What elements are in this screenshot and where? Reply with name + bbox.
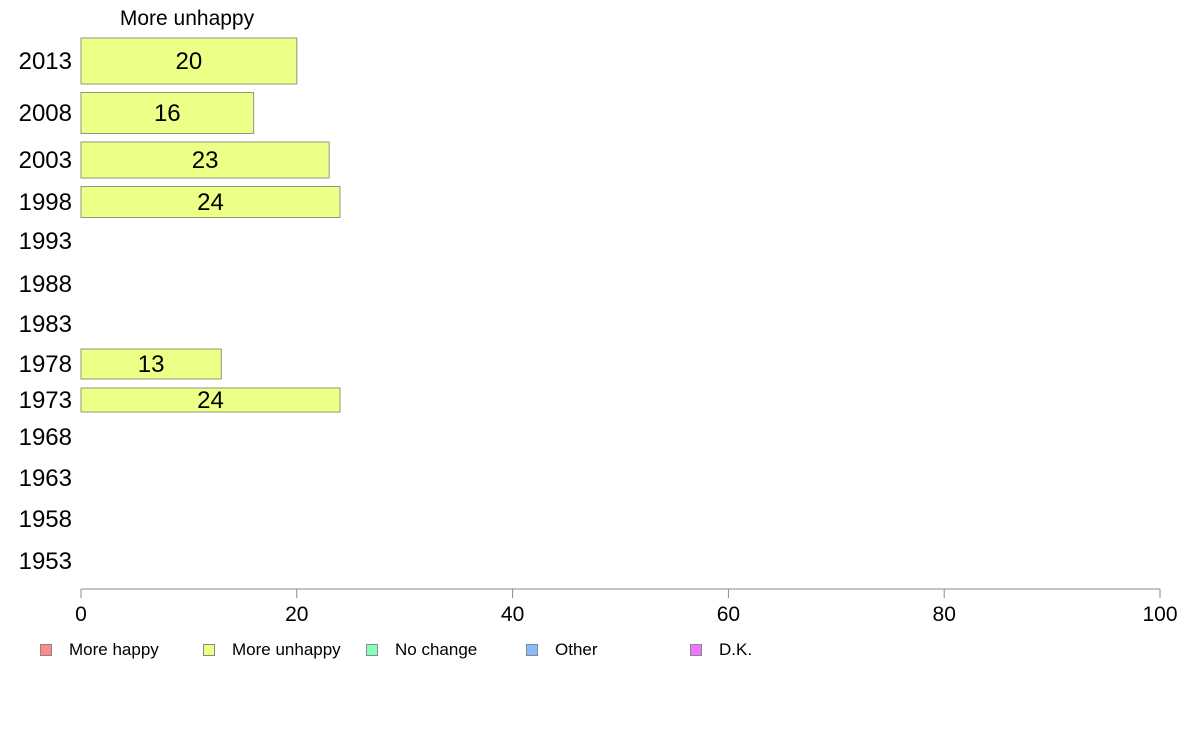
legend-swatch-3 bbox=[526, 644, 538, 656]
bar-value-label-1998: 24 bbox=[197, 189, 224, 216]
bar-1973 bbox=[80, 387, 341, 413]
year-label-1968: 1968 bbox=[19, 424, 72, 451]
legend-swatch-0 bbox=[40, 644, 52, 656]
bar-2003 bbox=[80, 141, 330, 179]
legend-item-4: D.K. bbox=[690, 640, 752, 660]
year-label-1963: 1963 bbox=[19, 465, 72, 492]
year-label-1978: 1978 bbox=[19, 351, 72, 378]
year-label-1958: 1958 bbox=[19, 506, 72, 533]
year-label-2003: 2003 bbox=[19, 147, 72, 174]
legend-item-1: More unhappy bbox=[203, 640, 341, 660]
legend-swatch-2 bbox=[366, 644, 378, 656]
bars-group: 20 16 23 24 13 24 bbox=[80, 37, 341, 414]
bar-1998 bbox=[80, 186, 341, 218]
bar-value-label-2008: 16 bbox=[154, 100, 181, 127]
legend-item-2: No change bbox=[366, 640, 477, 660]
bar-2008 bbox=[80, 92, 255, 134]
legend-label-4: D.K. bbox=[719, 640, 753, 659]
x-tick-label-20: 20 bbox=[285, 603, 308, 626]
bar-1978 bbox=[80, 348, 222, 380]
legend-swatch-4 bbox=[690, 644, 702, 656]
bar-value-label-1978: 13 bbox=[138, 351, 165, 378]
year-label-1953: 1953 bbox=[19, 548, 72, 575]
bar-chart: More unhappy 20 16 23 24 13 24 2013 2008 2003 19… bbox=[19, 7, 1178, 626]
legend-swatch-1 bbox=[203, 644, 215, 656]
year-label-2013: 2013 bbox=[19, 48, 72, 75]
x-tick-label-60: 60 bbox=[717, 603, 740, 626]
legend-label-3: Other bbox=[555, 640, 598, 659]
year-label-1983: 1983 bbox=[19, 311, 72, 338]
year-label-1993: 1993 bbox=[19, 228, 72, 255]
year-label-1988: 1988 bbox=[19, 271, 72, 298]
bar-value-label-2003: 23 bbox=[192, 147, 219, 174]
bar-value-label-2013: 20 bbox=[176, 48, 203, 75]
year-label-2008: 2008 bbox=[19, 100, 72, 127]
year-label-1973: 1973 bbox=[19, 387, 72, 414]
bar-value-label-1973: 24 bbox=[197, 387, 224, 414]
category-labels: 2013 2008 2003 1998 1993 1988 1983 1978 1973 1968… bbox=[19, 48, 72, 575]
legend-item-0: More happy bbox=[40, 640, 159, 660]
x-tick-label-80: 80 bbox=[933, 603, 956, 626]
legend-label-2: No change bbox=[395, 640, 478, 659]
legend: More happy More unhappy No change Other D.K. bbox=[40, 640, 1140, 664]
legend-item-3: Other bbox=[526, 640, 598, 660]
year-label-1998: 1998 bbox=[19, 189, 72, 216]
legend-label-0: More happy bbox=[69, 640, 159, 659]
x-tick-label-100: 100 bbox=[1142, 603, 1177, 626]
x-tick-label-0: 0 bbox=[75, 603, 87, 626]
x-axis: 0 20 40 60 80 100 bbox=[75, 588, 1178, 626]
x-tick-label-40: 40 bbox=[501, 603, 524, 626]
chart-title: More unhappy bbox=[120, 7, 255, 30]
bar-2013 bbox=[80, 37, 298, 85]
legend-label-1: More unhappy bbox=[232, 640, 341, 659]
